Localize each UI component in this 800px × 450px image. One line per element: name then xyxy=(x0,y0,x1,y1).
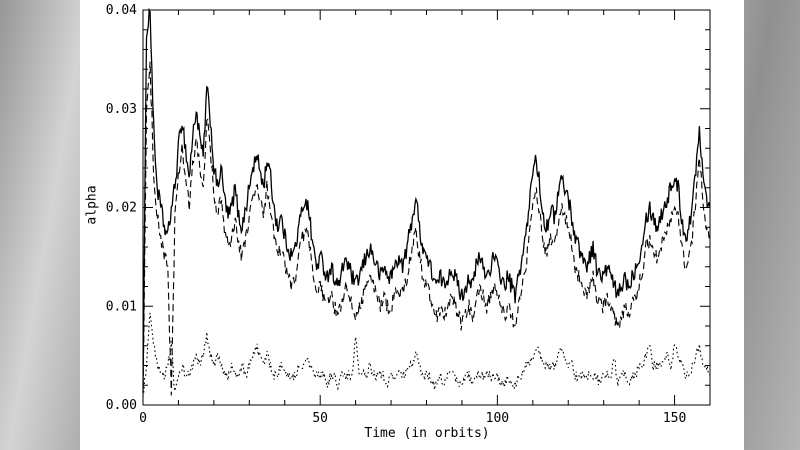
x-tick-label: 0 xyxy=(139,411,147,426)
series-upper-solid xyxy=(142,7,711,393)
x-tick-label: 100 xyxy=(486,411,509,426)
series-lower-dotted xyxy=(142,312,711,393)
y-tick-label: 0.01 xyxy=(106,299,137,314)
y-tick-label: 0.03 xyxy=(106,102,137,117)
y-axis-title: alpha xyxy=(84,185,100,225)
x-tick-label: 50 xyxy=(312,411,328,426)
y-tick-label: 0.04 xyxy=(106,3,137,18)
y-tick-label: 0.00 xyxy=(106,398,137,413)
x-tick-label: 150 xyxy=(663,411,686,426)
series-middle-dashed xyxy=(142,61,711,398)
x-axis-title: Time (in orbits) xyxy=(364,426,490,441)
plot-frame xyxy=(142,9,711,406)
y-tick-label: 0.02 xyxy=(106,201,137,216)
